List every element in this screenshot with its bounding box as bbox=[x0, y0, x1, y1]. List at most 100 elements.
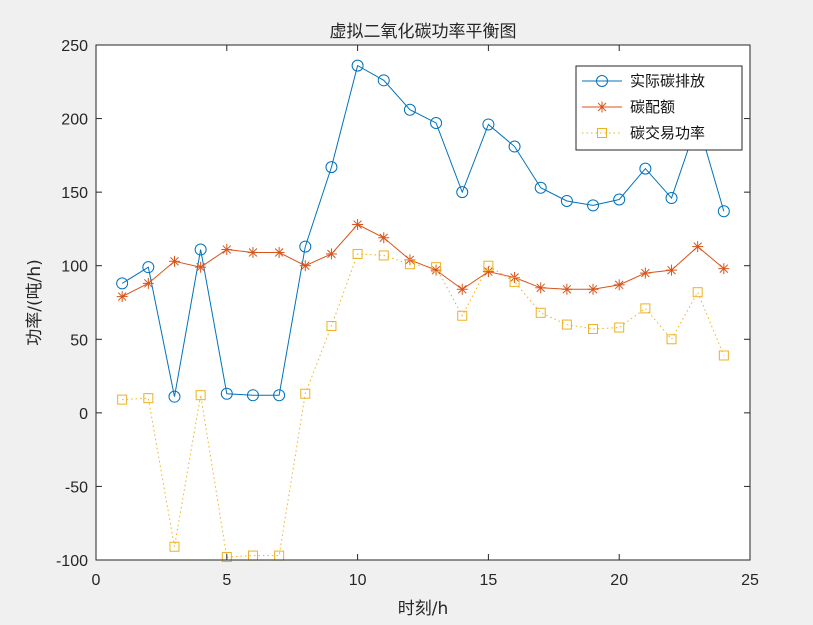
x-tick-label: 5 bbox=[222, 572, 231, 589]
chart-title: 虚拟二氧化碳功率平衡图 bbox=[330, 22, 517, 42]
axes-box bbox=[95, 44, 751, 561]
legend-item-2: 碳配额 bbox=[582, 98, 675, 116]
series-3-point-11 bbox=[378, 250, 389, 261]
series-3-point-24 bbox=[718, 350, 729, 361]
series-3 bbox=[117, 248, 729, 563]
axes-layer: 0 5 10 15 20 25 -100 -50 0 50 100 150 200 250 bbox=[56, 38, 759, 589]
legend-label: 碳配额 bbox=[630, 98, 675, 116]
series-1-point-24 bbox=[717, 205, 730, 218]
legend-label: 实际碳排放 bbox=[630, 72, 705, 90]
series-2-point-23 bbox=[692, 241, 704, 253]
series-1-point-7 bbox=[273, 389, 286, 402]
series-3-point-18 bbox=[561, 319, 572, 330]
series-3-point-3 bbox=[169, 541, 180, 552]
series-3-point-19 bbox=[588, 323, 599, 334]
series-2-point-11 bbox=[378, 232, 390, 244]
series-2-point-4 bbox=[195, 261, 207, 273]
y-tick-label: 50 bbox=[70, 332, 88, 349]
series-3-point-14 bbox=[457, 310, 468, 321]
series-3-point-22 bbox=[666, 334, 677, 345]
series-2-point-1 bbox=[116, 291, 128, 303]
series-3-point-17 bbox=[535, 307, 546, 318]
y-tick-label: -50 bbox=[65, 479, 88, 496]
series-1-point-17 bbox=[534, 181, 547, 194]
y-tick-label: 250 bbox=[61, 38, 88, 55]
series-1-point-5 bbox=[220, 387, 233, 400]
y-tick-label: 200 bbox=[61, 112, 88, 129]
series-3-point-12 bbox=[404, 259, 415, 270]
series-1-point-13 bbox=[430, 116, 443, 129]
series-1-point-20 bbox=[613, 193, 626, 206]
series-2-point-17 bbox=[535, 282, 547, 294]
series-1-point-9 bbox=[325, 161, 338, 174]
series-1-point-2 bbox=[142, 261, 155, 274]
series-3-point-4 bbox=[195, 390, 206, 401]
series-2-point-19 bbox=[587, 283, 599, 295]
series-2-point-20 bbox=[613, 279, 625, 291]
y-axis-title: 功率/(吨/h) bbox=[25, 259, 45, 346]
x-tick-label: 25 bbox=[741, 572, 759, 589]
y-tick-label: 150 bbox=[61, 185, 88, 202]
series-2-point-6 bbox=[247, 246, 259, 258]
series-3-point-5 bbox=[221, 552, 232, 563]
x-tick-label: 10 bbox=[349, 572, 367, 589]
series-3-line bbox=[122, 253, 725, 558]
series-3-point-2 bbox=[143, 393, 154, 404]
y-tick-label: -100 bbox=[56, 553, 88, 570]
series-1 bbox=[116, 59, 730, 403]
series-1-point-21 bbox=[639, 162, 652, 175]
series-1-point-19 bbox=[587, 199, 600, 212]
series-3-point-13 bbox=[431, 262, 442, 273]
series-1-point-22 bbox=[665, 192, 678, 205]
series-1-point-8 bbox=[299, 240, 312, 253]
series-3-point-10 bbox=[352, 248, 363, 259]
y-tick-label: 100 bbox=[61, 259, 88, 276]
series-2-point-3 bbox=[168, 255, 180, 267]
series-2 bbox=[116, 219, 730, 303]
series-1-point-3 bbox=[168, 390, 181, 403]
series-3-point-23 bbox=[692, 287, 703, 298]
series-2-point-8 bbox=[299, 260, 311, 272]
series-2-point-14 bbox=[456, 283, 468, 295]
x-tick-label: 20 bbox=[610, 572, 628, 589]
series-2-line bbox=[121, 223, 725, 298]
series-3-point-16 bbox=[509, 276, 520, 287]
series-2-point-7 bbox=[273, 246, 285, 258]
series-2-point-22 bbox=[666, 264, 678, 276]
series-3-point-1 bbox=[117, 394, 128, 405]
series-1-point-12 bbox=[403, 103, 416, 116]
series-3-point-21 bbox=[640, 303, 651, 314]
x-tick-label: 0 bbox=[92, 572, 101, 589]
series-2-point-10 bbox=[352, 219, 364, 231]
series-1-line bbox=[121, 64, 725, 397]
y-tick-label: 0 bbox=[79, 406, 88, 423]
series-2-point-21 bbox=[639, 267, 651, 279]
series-1-point-4 bbox=[194, 243, 207, 256]
series-2-point-5 bbox=[221, 244, 233, 256]
legend-marker bbox=[596, 75, 608, 87]
series-2-point-2 bbox=[142, 277, 154, 289]
series-1-point-15 bbox=[482, 118, 495, 131]
series-2-point-13 bbox=[430, 264, 442, 276]
legend-item-3: 碳交易功率 bbox=[582, 124, 705, 142]
series-1-point-1 bbox=[116, 277, 129, 290]
series-2-point-9 bbox=[325, 248, 337, 260]
series-1-point-6 bbox=[246, 389, 259, 402]
series-1-point-11 bbox=[377, 74, 390, 87]
legend-marker bbox=[597, 128, 607, 138]
series-2-point-18 bbox=[561, 283, 573, 295]
series-3-point-8 bbox=[300, 388, 311, 399]
series-1-point-10 bbox=[351, 59, 364, 72]
series-layer bbox=[116, 59, 730, 563]
series-3-point-20 bbox=[614, 322, 625, 333]
legend-item-1: 实际碳排放 bbox=[582, 72, 705, 90]
x-tick-label: 15 bbox=[480, 572, 498, 589]
series-3-point-9 bbox=[326, 321, 337, 332]
legend-marker bbox=[596, 101, 608, 113]
x-axis-title: 时刻/h bbox=[398, 599, 449, 619]
legend-label: 碳交易功率 bbox=[630, 124, 705, 142]
series-2-point-15 bbox=[482, 266, 494, 278]
